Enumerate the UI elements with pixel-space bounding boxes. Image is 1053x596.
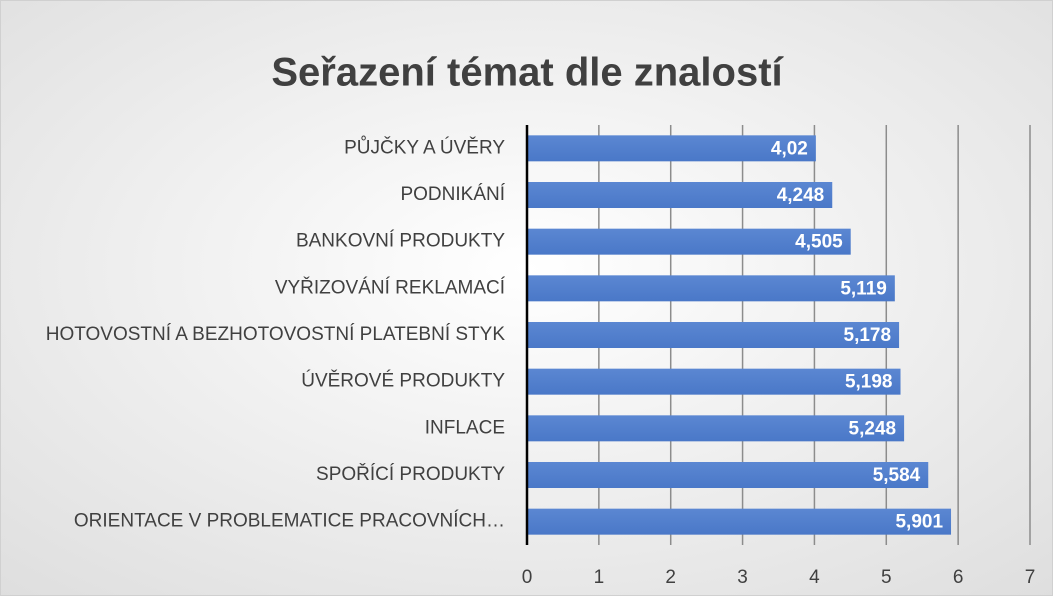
chart-title: Seřazení témat dle znalostí [271, 51, 784, 95]
x-tick-label: 1 [594, 567, 605, 588]
data-label: 5,119 [840, 278, 887, 299]
x-tick-label: 7 [1025, 567, 1036, 588]
marks: PŮJČKY A ÚVĚRY 4,02 PODNIKÁNÍ 4,248 BANKOVNÍ… [46, 125, 952, 545]
data-label: 5,178 [844, 325, 892, 346]
data-label: 4,02 [771, 138, 808, 159]
x-tick-label: 6 [953, 567, 964, 588]
x-tick-label: 4 [809, 567, 820, 588]
y-tick-label: HOTOVOSTNÍ A BEZHOTOVOSTNÍ PLATEBNÍ STYK [46, 324, 506, 345]
bar [527, 368, 901, 395]
bar [527, 322, 900, 348]
data-label: 5,901 [895, 512, 943, 533]
bar [527, 135, 816, 162]
y-tick-label: SPOŘÍCÍ PRODUKTY [316, 463, 505, 485]
bar [527, 228, 851, 255]
x-tick-label: 3 [737, 567, 748, 588]
y-tick-label: ÚVĚROVÉ PRODUKTY [301, 370, 505, 392]
y-tick-label: ORIENTACE V PROBLEMATICE PRACOVNÍCH… [74, 511, 505, 532]
data-label: 5,584 [873, 465, 921, 486]
x-tick-label: 5 [881, 567, 892, 588]
data-label: 4,505 [795, 232, 843, 253]
bar [527, 182, 833, 208]
data-label: 4,248 [777, 185, 825, 206]
bar [527, 508, 952, 535]
data-label: 5,248 [849, 418, 897, 439]
y-tick-label: PODNIKÁNÍ [400, 184, 505, 205]
x-tick-label: 2 [665, 567, 676, 588]
data-label: 5,198 [845, 372, 893, 393]
bar [527, 415, 905, 442]
y-tick-label: INFLACE [425, 417, 505, 438]
y-tick-label: VYŘIZOVÁNÍ REKLAMACÍ [275, 276, 506, 298]
x-tick-label: 0 [522, 567, 533, 588]
y-tick-label: BANKOVNÍ PRODUKTY [296, 231, 505, 252]
y-tick-label: PŮJČKY A ÚVĚRY [344, 136, 505, 158]
bar [527, 462, 929, 488]
bar [527, 275, 895, 302]
